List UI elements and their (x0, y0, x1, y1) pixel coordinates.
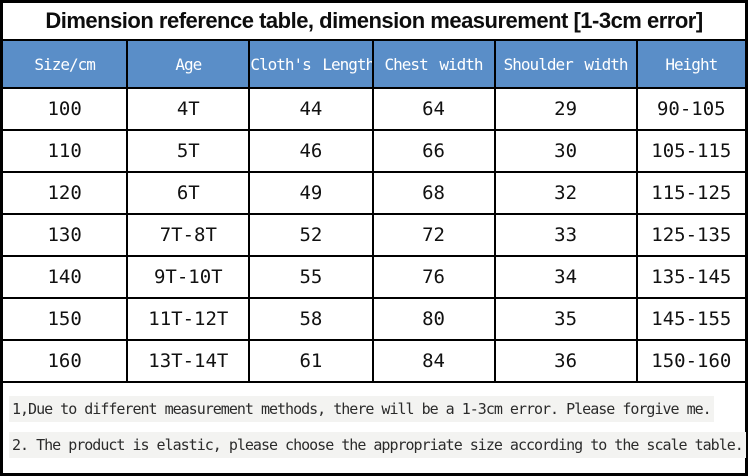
column-header-chest: Chest width (371, 41, 496, 89)
column-header-length: Cloth's Length (248, 41, 374, 89)
cell-length: 52 (248, 213, 374, 257)
table-row: 100 4T 44 64 29 90-105 (3, 87, 745, 131)
cell-shoulder: 34 (493, 255, 638, 299)
cell-age: 4T (126, 87, 251, 131)
cell-shoulder: 33 (493, 213, 638, 257)
column-header-height: Height (635, 41, 745, 89)
cell-age: 9T-10T (126, 255, 251, 299)
cell-height: 135-145 (635, 255, 745, 299)
cell-size: 100 (3, 87, 129, 131)
cell-height: 150-160 (635, 339, 745, 383)
cell-age: 7T-8T (126, 213, 251, 257)
cell-age: 6T (126, 171, 251, 215)
cell-length: 46 (248, 129, 374, 173)
footer-notes: 1,Due to different measurement methods, … (3, 383, 746, 473)
table-row: 150 11T-12T 58 80 35 145-155 (3, 297, 745, 341)
note-row: 2. The product is elastic, please choose… (3, 432, 746, 459)
table-row: 140 9T-10T 55 76 34 135-145 (3, 255, 745, 299)
cell-chest: 66 (371, 129, 496, 173)
cell-height: 90-105 (635, 87, 745, 131)
cell-height: 125-135 (635, 213, 745, 257)
page-title: Dimension reference table, dimension mea… (3, 3, 745, 41)
cell-shoulder: 30 (493, 129, 638, 173)
cell-length: 61 (248, 339, 374, 383)
table-row: 130 7T-8T 52 72 33 125-135 (3, 213, 745, 257)
cell-size: 130 (3, 213, 129, 257)
note-measurement-error: 1,Due to different measurement methods, … (9, 395, 714, 422)
column-header-size: Size/cm (3, 41, 129, 89)
note-elastic-product: 2. The product is elastic, please choose… (9, 432, 746, 459)
cell-length: 55 (248, 255, 374, 299)
cell-height: 115-125 (635, 171, 745, 215)
table-row: 110 5T 46 66 30 105-115 (3, 129, 745, 173)
table-row: 160 13T-14T 61 84 36 150-160 (3, 339, 745, 383)
cell-age: 5T (126, 129, 251, 173)
cell-shoulder: 32 (493, 171, 638, 215)
size-reference-table: Size/cm Age Cloth's Length Chest width S… (3, 41, 745, 383)
cell-size: 160 (3, 339, 129, 383)
cell-shoulder: 36 (493, 339, 638, 383)
cell-height: 105-115 (635, 129, 745, 173)
cell-chest: 72 (371, 213, 496, 257)
note-row: 1,Due to different measurement methods, … (3, 395, 745, 422)
column-header-shoulder: Shoulder width (493, 41, 638, 89)
cell-chest: 84 (371, 339, 496, 383)
cell-size: 150 (3, 297, 129, 341)
cell-height: 145-155 (635, 297, 745, 341)
header-row: Size/cm Age Cloth's Length Chest width S… (3, 41, 745, 89)
cell-length: 58 (248, 297, 374, 341)
cell-chest: 64 (371, 87, 496, 131)
cell-age: 11T-12T (126, 297, 251, 341)
column-header-age: Age (126, 41, 251, 89)
cell-chest: 80 (371, 297, 496, 341)
cell-size: 140 (3, 255, 129, 299)
table-row: 120 6T 49 68 32 115-125 (3, 171, 745, 215)
cell-age: 13T-14T (126, 339, 251, 383)
cell-chest: 76 (371, 255, 496, 299)
cell-shoulder: 29 (493, 87, 638, 131)
cell-length: 44 (248, 87, 374, 131)
cell-size: 110 (3, 129, 129, 173)
cell-size: 120 (3, 171, 129, 215)
cell-chest: 68 (371, 171, 496, 215)
cell-length: 49 (248, 171, 374, 215)
cell-shoulder: 35 (493, 297, 638, 341)
